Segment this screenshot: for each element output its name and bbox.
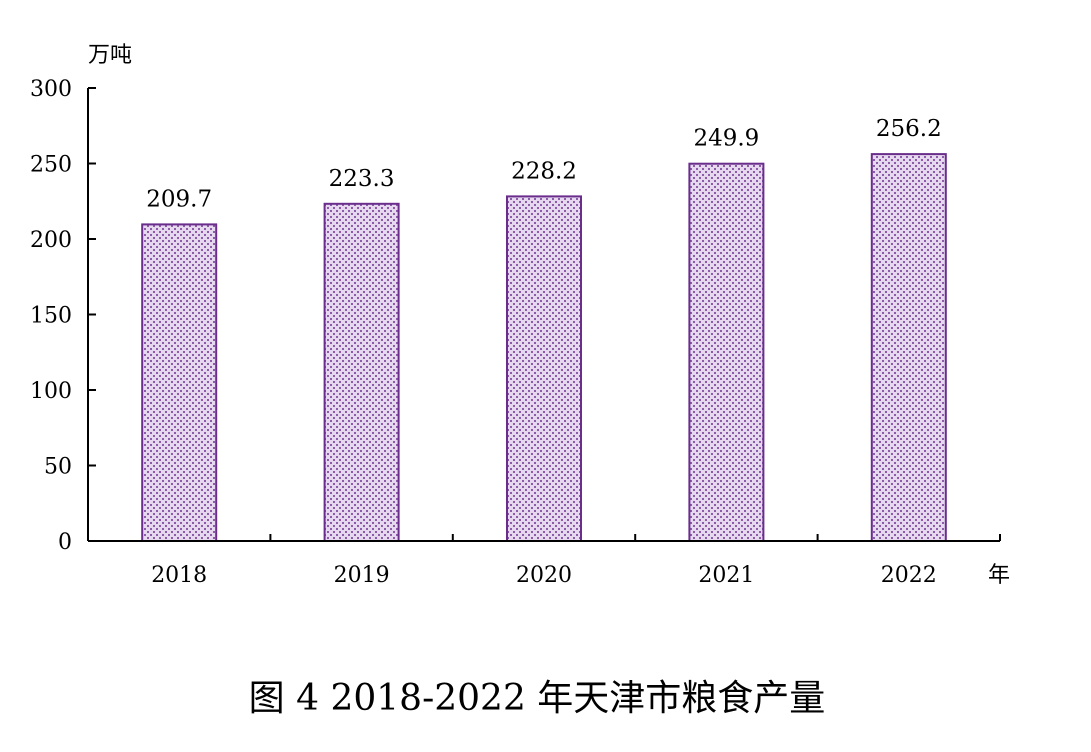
x-tick-label-2019: 2019: [334, 563, 390, 588]
x-axis-unit-label: 年: [988, 563, 1010, 588]
y-tick-label-50: 50: [44, 455, 72, 480]
bar-2020: [506, 195, 582, 542]
y-tick-label-300: 300: [30, 77, 72, 102]
bar-2018: [141, 223, 218, 542]
y-tick-label-200: 200: [30, 228, 72, 253]
x-ticks-group: 2018 2019 2020 2021 2022: [87, 534, 1001, 588]
bar-2019: [323, 202, 400, 543]
y-tick-label-100: 100: [30, 379, 72, 404]
bars-group: [141, 153, 947, 543]
y-axis-unit-label: 万吨: [88, 43, 132, 68]
y-ticks-group: 0 50 100 150 200 250 300: [30, 77, 96, 555]
value-labels-group: 209.7 223.3 228.2 249.9 256.2: [146, 116, 941, 212]
y-tick-label-250: 250: [30, 153, 72, 178]
bar-2022: [870, 153, 947, 542]
x-tick-label-2020: 2020: [516, 563, 572, 588]
x-tick-label-2022: 2022: [881, 563, 937, 588]
bar-2021: [688, 162, 765, 542]
data-label-2018: 209.7: [146, 186, 212, 212]
data-label-2022: 256.2: [876, 116, 942, 142]
x-tick-label-2018: 2018: [151, 563, 207, 588]
data-label-2019: 223.3: [329, 166, 395, 192]
data-label-2020: 228.2: [511, 158, 577, 184]
y-tick-label-0: 0: [58, 530, 72, 555]
x-tick-label-2021: 2021: [698, 563, 754, 588]
data-label-2021: 249.9: [693, 126, 759, 152]
y-tick-label-150: 150: [30, 304, 72, 329]
chart-title: 图 4 2018-2022 年天津市粮食产量: [249, 678, 826, 719]
